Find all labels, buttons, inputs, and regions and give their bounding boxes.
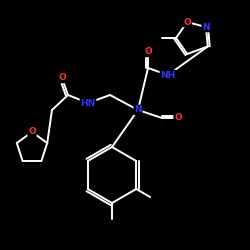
Text: O: O <box>174 114 182 122</box>
Text: HN: HN <box>80 98 96 108</box>
Text: O: O <box>144 48 152 56</box>
Text: O: O <box>183 18 191 26</box>
Text: N: N <box>202 22 210 32</box>
Text: NH: NH <box>160 70 176 80</box>
Text: O: O <box>58 74 66 82</box>
Text: O: O <box>28 128 36 136</box>
Text: N: N <box>134 106 142 114</box>
